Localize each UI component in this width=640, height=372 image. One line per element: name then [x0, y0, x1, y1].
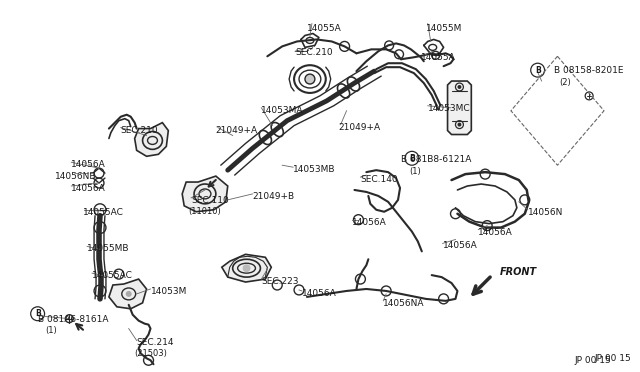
Text: 21049+B: 21049+B [253, 192, 294, 201]
Polygon shape [447, 81, 471, 135]
Circle shape [305, 74, 315, 84]
Text: 14056A: 14056A [71, 184, 106, 193]
Text: (11010): (11010) [188, 207, 221, 216]
Circle shape [243, 264, 250, 272]
Text: B 08158-8201E: B 08158-8201E [554, 66, 624, 75]
Text: SEC.140: SEC.140 [360, 175, 398, 184]
Text: SEC.210: SEC.210 [295, 48, 333, 57]
Text: SEC.223: SEC.223 [261, 277, 299, 286]
Text: 14056A: 14056A [443, 241, 477, 250]
Text: (1): (1) [45, 326, 58, 334]
Text: B 081A6-8161A: B 081A6-8161A [38, 315, 108, 324]
Text: B: B [35, 309, 40, 318]
Text: B: B [409, 154, 415, 163]
Text: JP 00 15: JP 00 15 [574, 356, 611, 365]
Text: 21049+A: 21049+A [339, 123, 381, 132]
Text: 14055A: 14055A [307, 23, 342, 33]
Circle shape [458, 123, 461, 126]
Polygon shape [109, 279, 147, 309]
Text: 14055A: 14055A [421, 53, 456, 62]
Polygon shape [134, 123, 168, 156]
Text: 14055AC: 14055AC [83, 208, 124, 217]
Text: FRONT: FRONT [500, 267, 537, 277]
Text: SEC.214: SEC.214 [137, 339, 174, 347]
Text: (1): (1) [409, 167, 420, 176]
Text: 14053M: 14053M [150, 287, 187, 296]
Text: 14056A: 14056A [478, 228, 513, 237]
Circle shape [125, 291, 132, 297]
Circle shape [458, 85, 461, 89]
Text: 14056N: 14056N [528, 208, 563, 217]
Polygon shape [182, 176, 228, 212]
Text: 14053MA: 14053MA [261, 106, 304, 115]
Text: 14053MB: 14053MB [293, 165, 335, 174]
Text: JP 00 15: JP 00 15 [594, 354, 631, 363]
Text: SEC.110: SEC.110 [191, 196, 229, 205]
Text: 14056NA: 14056NA [383, 299, 425, 308]
Text: 14053MC: 14053MC [428, 104, 470, 113]
Text: (2): (2) [559, 78, 571, 87]
Text: 14056A: 14056A [302, 289, 337, 298]
Text: 21049+A: 21049+A [216, 126, 258, 135]
Text: 14055M: 14055M [426, 23, 462, 33]
Text: 14056A: 14056A [351, 218, 387, 227]
Text: 14056NB: 14056NB [56, 172, 97, 181]
Text: B: B [535, 65, 541, 75]
Polygon shape [222, 254, 271, 282]
Text: (21503): (21503) [134, 349, 168, 358]
Text: 14055MB: 14055MB [87, 244, 130, 253]
Text: B 081B8-6121A: B 081B8-6121A [401, 155, 472, 164]
Text: 14056A: 14056A [71, 160, 106, 169]
Text: SEC.210: SEC.210 [121, 126, 159, 135]
Text: 14055AC: 14055AC [92, 271, 133, 280]
